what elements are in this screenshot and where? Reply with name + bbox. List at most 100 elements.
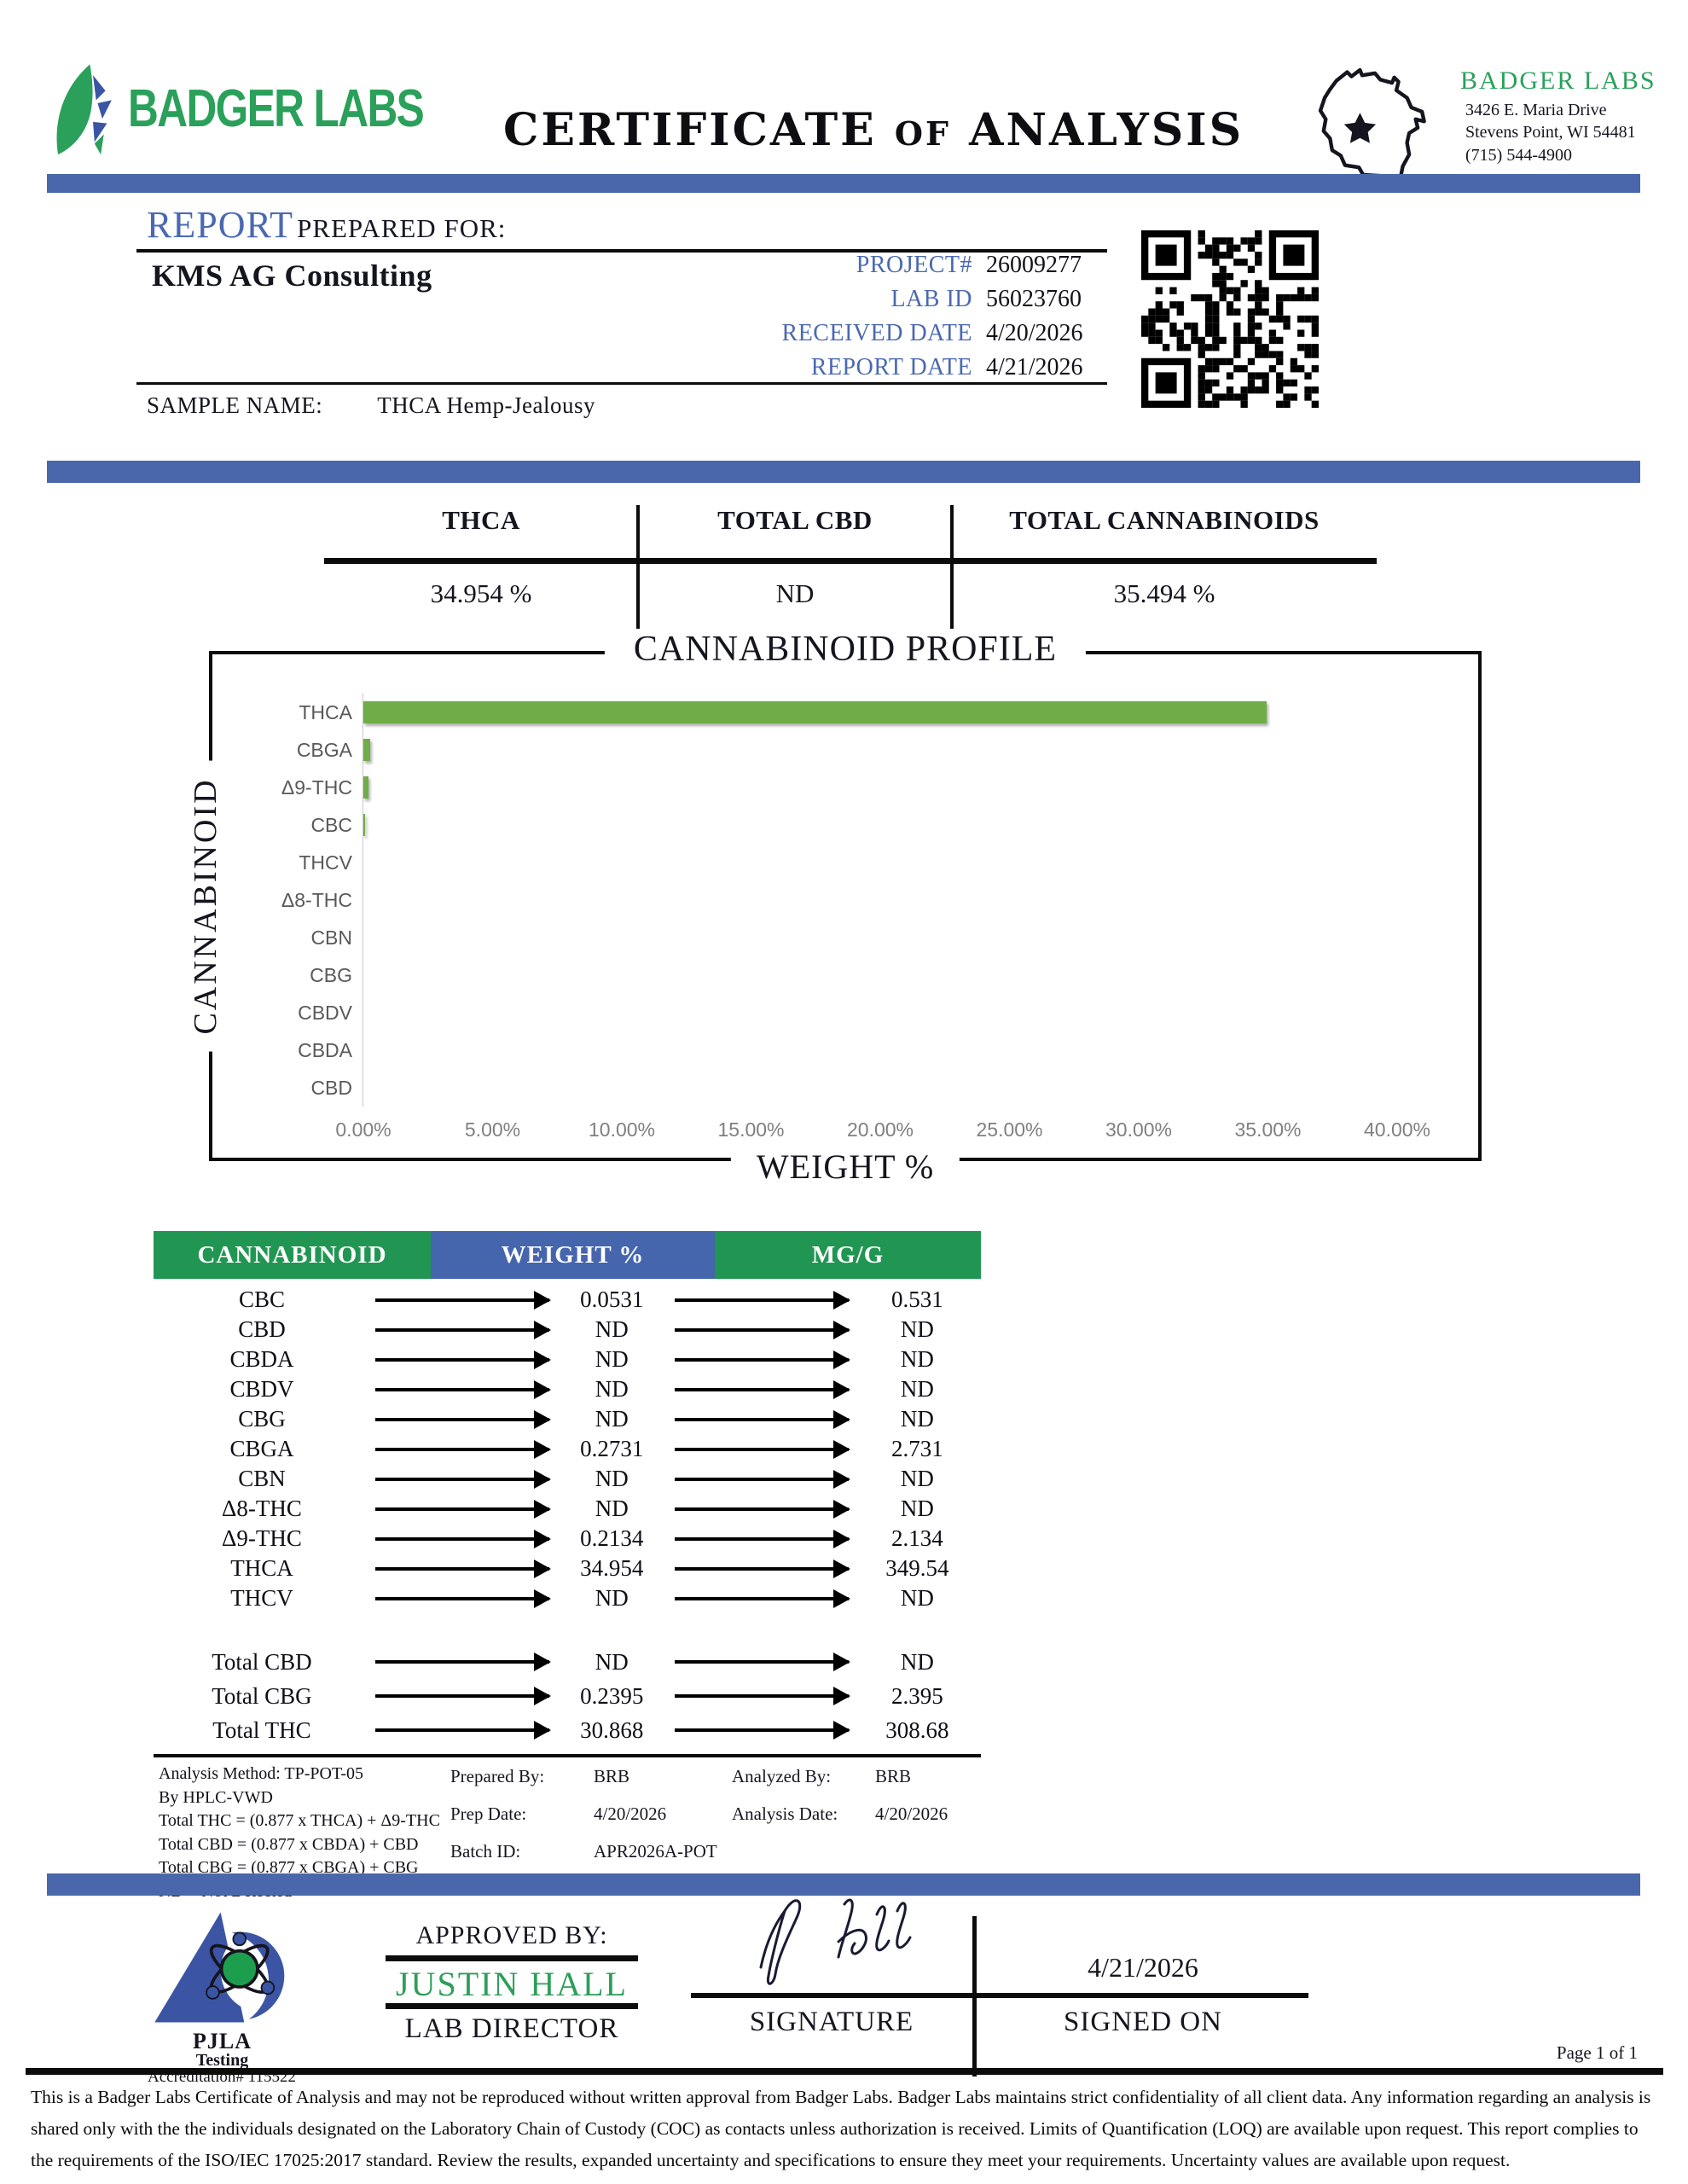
table-cell-mgg: 2.395: [890, 1682, 943, 1709]
chart-bar: [363, 739, 371, 761]
meta-value: 4/20/2026: [986, 320, 1083, 346]
analysis-line: By HPLC-VWD: [159, 1787, 273, 1807]
table-cell-weight: ND: [595, 1496, 629, 1521]
table-cell-cannabinoid: Total CBD: [212, 1648, 312, 1675]
chart-category-label: THCA: [299, 701, 352, 723]
title-analysis: ANALYSIS: [969, 104, 1244, 156]
analysis-line: Total CBD = (0.877 x CBDA) + CBD: [159, 1834, 419, 1854]
chart-bar-row: [363, 694, 1397, 731]
prepared-row: Prepared By: BRB: [450, 1766, 723, 1787]
signed-on-label: SIGNED ON: [1064, 2007, 1222, 2037]
table-row: CBN ND ND: [154, 1464, 981, 1494]
cannabinoid-table-totals: Total CBD ND ND Total CBG 0.2395 2.395 Total T…: [154, 1645, 981, 1747]
chart-bar-row: [363, 956, 1397, 994]
table-cell-mgg: 2.134: [890, 1525, 943, 1551]
meta-label: RECEIVED DATE: [781, 320, 972, 346]
arrow-right-icon: [674, 1589, 850, 1608]
table-cell-cannabinoid: Total THC: [212, 1716, 311, 1743]
meta-row: RECEIVED DATE 4/20/2026: [691, 320, 1199, 354]
summary-rule: [324, 558, 1377, 564]
lab-name: BADGER LABS: [1460, 67, 1656, 95]
table-cell-weight: ND: [595, 1585, 629, 1611]
table-cell-cannabinoid: CBGA: [229, 1436, 294, 1461]
wisconsin-state-icon: [1318, 67, 1426, 179]
meta-value: 26009277: [986, 252, 1082, 278]
summary-value: ND: [775, 578, 815, 608]
arrow-right-icon: [674, 1721, 850, 1740]
title-of: OF: [894, 114, 952, 153]
arrow-right-icon: [374, 1529, 552, 1548]
table-cell-cannabinoid: Δ9-THC: [222, 1525, 302, 1551]
axis-tick-label: 15.00%: [717, 1118, 785, 1141]
report-heading-report: REPORT: [147, 204, 294, 246]
chart-y-axis-label: CANNABINOID: [187, 760, 224, 1052]
report-heading-prepared: PREPARED FOR:: [297, 213, 507, 243]
summary-header: TOTAL CBD: [717, 505, 873, 535]
axis-tick-label: 40.00%: [1363, 1118, 1431, 1141]
table-cell-weight: ND: [595, 1316, 629, 1342]
qr-code: [1141, 230, 1319, 408]
chart-bar-row: [363, 806, 1397, 844]
prepared-row-label: Prepared By:: [450, 1766, 545, 1786]
table-row: Total THC 30.868 308.68: [154, 1713, 981, 1747]
arrow-right-icon: [674, 1320, 850, 1339]
cannabinoid-table-header: CANNABINOID WEIGHT % MG/G: [154, 1231, 981, 1279]
table-cell-mgg: ND: [900, 1585, 934, 1611]
signature-rule: [691, 1993, 1308, 1998]
pjla-accreditation-logo-icon: [154, 1912, 301, 2023]
signature-divider: [972, 1916, 977, 2077]
summary-col-total-cbd: TOTAL CBD ND: [638, 505, 952, 608]
table-cell-weight: ND: [595, 1648, 629, 1675]
summary-divider: [636, 505, 640, 630]
title-certificate: CERTIFICATE: [503, 104, 877, 156]
table-row: CBDV ND ND: [154, 1374, 981, 1404]
table-cell-cannabinoid: CBN: [238, 1466, 286, 1491]
table-cell-cannabinoid: CBD: [238, 1316, 286, 1342]
header-divider-bar: [47, 174, 1640, 193]
chart-category-labels: THCA CBGA Δ9-THC CBC THCV Δ8-THC CBN CBG CBDV CBD…: [228, 694, 363, 1107]
arrow-right-icon: [674, 1350, 850, 1369]
chart-bar-row: [363, 769, 1397, 806]
table-cell-cannabinoid: Δ8-THC: [222, 1496, 302, 1521]
table-cell-mgg: ND: [900, 1406, 934, 1432]
analysis-line: Analysis Method: TP-POT-05: [159, 1764, 364, 1783]
table-cell-cannabinoid: CBG: [238, 1406, 286, 1432]
table-header-cannabinoid: CANNABINOID: [154, 1231, 431, 1279]
signature-image: [759, 1898, 912, 1985]
chart-bar-row: [363, 1031, 1397, 1069]
table-row: Total CBG 0.2395 2.395: [154, 1679, 981, 1713]
axis-tick-label: 25.00%: [976, 1118, 1043, 1141]
table-bottom-rule: [154, 1754, 981, 1757]
arrow-right-icon: [674, 1653, 850, 1671]
arrow-right-icon: [674, 1380, 850, 1399]
arrow-right-icon: [674, 1439, 850, 1459]
meta-label: PROJECT#: [856, 252, 972, 278]
table-cell-cannabinoid: Total CBG: [212, 1682, 312, 1709]
analyzed-row-label: Analysis Date:: [732, 1804, 838, 1824]
chart-bar-row: [363, 881, 1397, 919]
approver-title: LAB DIRECTOR: [404, 2013, 619, 2044]
table-row: CBGA 0.2731 2.731: [154, 1434, 981, 1464]
table-cell-mgg: ND: [900, 1466, 934, 1491]
arrow-right-icon: [374, 1439, 552, 1459]
table-row: CBD ND ND: [154, 1315, 981, 1345]
table-cell-weight: 0.0531: [580, 1287, 644, 1312]
analyzed-row-value: BRB: [875, 1766, 912, 1786]
client-name: KMS AG Consulting: [152, 258, 432, 293]
analyzed-row-value: 4/20/2026: [875, 1804, 948, 1824]
table-cell-cannabinoid: THCV: [230, 1585, 293, 1611]
arrow-right-icon: [374, 1653, 552, 1671]
sample-name-value: THCA Hemp-Jealousy: [377, 392, 596, 418]
arrow-right-icon: [674, 1687, 850, 1705]
axis-tick-label: 10.00%: [588, 1118, 656, 1141]
chart-category-label: CBDV: [298, 1002, 352, 1024]
chart-bar: [363, 814, 365, 836]
arrow-right-icon: [674, 1529, 850, 1548]
approver-name: JUSTIN HALL: [396, 1965, 628, 2003]
axis-tick-label: 20.00%: [846, 1118, 914, 1141]
approved-by-label: APPROVED BY:: [415, 1921, 608, 1949]
table-row: Δ8-THC ND ND: [154, 1494, 981, 1524]
prepared-row-value: APR2026A-POT: [594, 1841, 717, 1862]
table-cell-cannabinoid: CBDA: [229, 1346, 294, 1372]
